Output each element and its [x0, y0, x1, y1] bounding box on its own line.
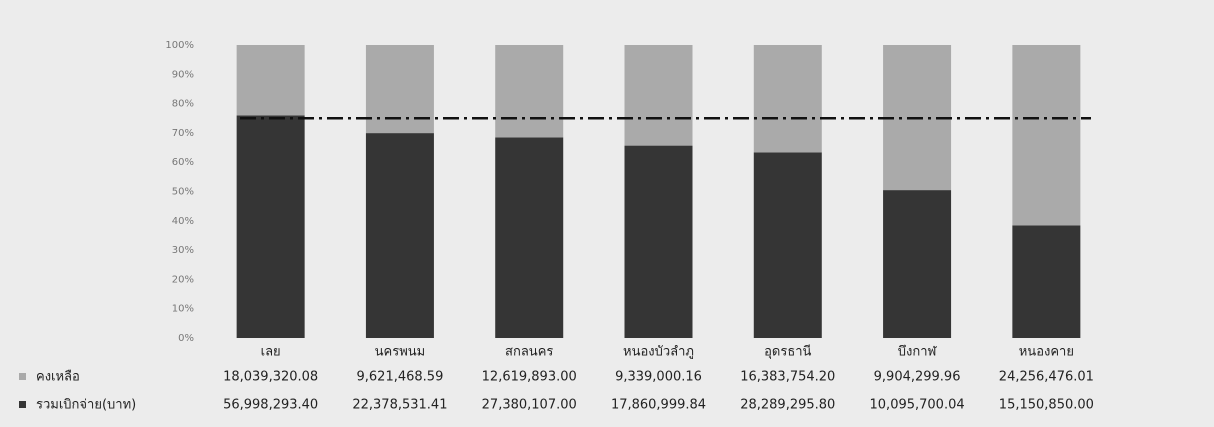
table-value: 18,039,320.08 [223, 370, 318, 385]
x-tick-label: บึงกาฬ [898, 345, 938, 360]
x-tick-label: หนองคาย [1019, 345, 1074, 360]
bar-segment [624, 145, 693, 338]
bar-segment [753, 152, 822, 338]
table-value: 15,150,850.00 [999, 398, 1094, 413]
x-tick-label: อุดรธานี [764, 344, 811, 360]
bar-segment [883, 190, 952, 338]
table-value: 27,380,107.00 [482, 398, 577, 413]
y-tick-label: 0% [178, 333, 194, 344]
y-tick-label: 100% [165, 40, 194, 51]
legend-swatch [19, 401, 26, 408]
x-tick-label: หนองบัวลำภู [623, 345, 694, 360]
bar-segment [1012, 225, 1081, 338]
table-value: 28,289,295.80 [740, 398, 835, 413]
y-tick-label: 50% [172, 187, 194, 198]
x-tick-label: สกลนคร [505, 345, 553, 360]
table-value: 24,256,476.01 [999, 370, 1094, 385]
table-value: 9,621,468.59 [357, 370, 444, 385]
legend-label: คงเหลือ [36, 369, 80, 385]
x-tick-label: นครพนม [375, 345, 426, 360]
bar-segment [236, 45, 305, 116]
table-value: 9,904,299.96 [874, 370, 961, 385]
bar-segment [365, 133, 434, 338]
y-tick-label: 80% [172, 99, 194, 110]
bar-segment [753, 45, 822, 153]
y-tick-label: 70% [172, 128, 194, 139]
table-value: 10,095,700.04 [870, 398, 965, 413]
bar-segment [365, 45, 434, 134]
bar-segment [1012, 45, 1081, 226]
x-tick-label: เลย [261, 345, 281, 360]
y-tick-label: 10% [172, 304, 194, 315]
y-tick-label: 40% [172, 216, 194, 227]
legend-swatch [19, 373, 26, 380]
y-tick-label: 90% [172, 69, 194, 80]
y-tick-label: 60% [172, 157, 194, 168]
table-value: 22,378,531.41 [352, 398, 447, 413]
y-tick-label: 30% [172, 245, 194, 256]
table-value: 56,998,293.40 [223, 398, 318, 413]
legend-label: รวมเบิกจ่าย(บาท) [36, 398, 136, 413]
bar-segment [236, 115, 305, 338]
bar-segment [495, 45, 564, 138]
table-value: 12,619,893.00 [482, 370, 577, 385]
bar-segment [495, 137, 564, 338]
y-tick-label: 20% [172, 274, 194, 285]
table-value: 17,860,999.84 [611, 398, 706, 413]
bar-segment [624, 45, 693, 146]
table-value: 16,383,754.20 [740, 370, 835, 385]
table-value: 9,339,000.16 [615, 370, 702, 385]
